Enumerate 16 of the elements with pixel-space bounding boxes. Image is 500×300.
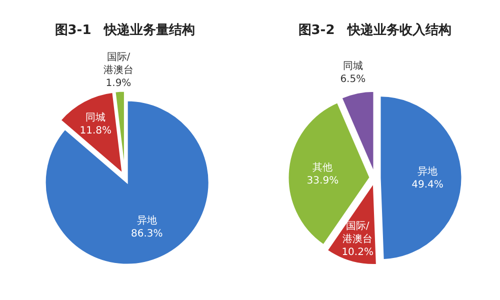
data-label: 10.2% xyxy=(342,246,374,258)
slice-label: 同城 xyxy=(342,60,363,72)
data-label: 49.4% xyxy=(412,180,444,191)
slice-label: 同城 xyxy=(86,111,106,124)
slice-label: 异地 xyxy=(418,166,438,178)
slice-label: 其他 xyxy=(312,161,333,174)
chart-title: 图3-1 快递业务量结构 xyxy=(54,22,196,38)
data-label: 6.5% xyxy=(340,74,366,85)
chart-title: 图3-2 快递业务收入结构 xyxy=(298,22,452,38)
slice-label: 国际/港澳台 xyxy=(342,220,373,245)
slice-label: 异地 xyxy=(136,214,157,226)
data-label: 11.8% xyxy=(80,125,112,136)
slice-label: 国际/港澳台 xyxy=(104,52,134,76)
data-label: 33.9% xyxy=(306,175,339,186)
data-label: 86.3% xyxy=(131,228,163,240)
data-label: 1.9% xyxy=(106,78,132,90)
